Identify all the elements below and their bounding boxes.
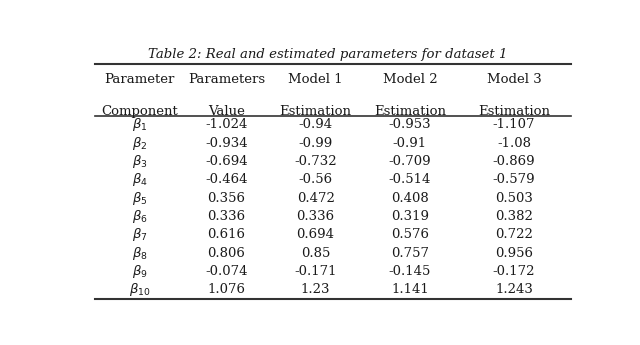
Text: $\beta_6$: $\beta_6$ [132, 208, 147, 225]
Text: -0.694: -0.694 [205, 155, 248, 168]
Text: -0.145: -0.145 [388, 265, 431, 278]
Text: $\beta_8$: $\beta_8$ [132, 245, 147, 262]
Text: -0.514: -0.514 [388, 174, 431, 186]
Text: 0.616: 0.616 [207, 228, 245, 242]
Text: $\beta_4$: $\beta_4$ [132, 171, 147, 188]
Text: $\beta_7$: $\beta_7$ [132, 226, 147, 244]
Text: 0.722: 0.722 [495, 228, 533, 242]
Text: -0.172: -0.172 [493, 265, 535, 278]
Text: $\beta_2$: $\beta_2$ [132, 135, 147, 152]
Text: -0.869: -0.869 [493, 155, 535, 168]
Text: -0.99: -0.99 [298, 137, 333, 150]
Text: Parameters: Parameters [188, 73, 265, 86]
Text: Component: Component [101, 105, 178, 118]
Text: -0.934: -0.934 [205, 137, 248, 150]
Text: 0.382: 0.382 [495, 210, 533, 223]
Text: 1.23: 1.23 [301, 283, 330, 296]
Text: $\beta_1$: $\beta_1$ [132, 117, 147, 134]
Text: 0.503: 0.503 [495, 192, 533, 205]
Text: -0.732: -0.732 [294, 155, 337, 168]
Text: -0.709: -0.709 [388, 155, 431, 168]
Text: $\beta_5$: $\beta_5$ [132, 190, 147, 207]
Text: 0.408: 0.408 [391, 192, 429, 205]
Text: -0.074: -0.074 [205, 265, 248, 278]
Text: 0.576: 0.576 [391, 228, 429, 242]
Text: 0.319: 0.319 [391, 210, 429, 223]
Text: 0.336: 0.336 [207, 210, 245, 223]
Text: -0.56: -0.56 [298, 174, 333, 186]
Text: 0.356: 0.356 [207, 192, 245, 205]
Text: -0.579: -0.579 [493, 174, 535, 186]
Text: -0.91: -0.91 [393, 137, 427, 150]
Text: Value: Value [208, 105, 244, 118]
Text: Model 2: Model 2 [383, 73, 437, 86]
Text: -0.464: -0.464 [205, 174, 248, 186]
Text: 0.806: 0.806 [207, 247, 245, 260]
Text: $\beta_{10}$: $\beta_{10}$ [129, 282, 150, 298]
Text: 0.694: 0.694 [296, 228, 335, 242]
Text: 0.85: 0.85 [301, 247, 330, 260]
Text: Estimation: Estimation [478, 105, 550, 118]
Text: Estimation: Estimation [280, 105, 351, 118]
Text: Model 3: Model 3 [486, 73, 541, 86]
Text: 0.757: 0.757 [391, 247, 429, 260]
Text: Estimation: Estimation [374, 105, 446, 118]
Text: -1.024: -1.024 [205, 118, 248, 131]
Text: -1.08: -1.08 [497, 137, 531, 150]
Text: -0.953: -0.953 [388, 118, 431, 131]
Text: Table 2: Real and estimated parameters for dataset 1: Table 2: Real and estimated parameters f… [148, 48, 508, 61]
Text: -0.94: -0.94 [298, 118, 333, 131]
Text: 1.243: 1.243 [495, 283, 533, 296]
Text: Model 1: Model 1 [288, 73, 343, 86]
Text: 1.141: 1.141 [391, 283, 429, 296]
Text: -1.107: -1.107 [493, 118, 535, 131]
Text: -0.171: -0.171 [294, 265, 337, 278]
Text: 1.076: 1.076 [207, 283, 245, 296]
Text: 0.956: 0.956 [495, 247, 533, 260]
Text: $\beta_3$: $\beta_3$ [132, 153, 147, 170]
Text: 0.472: 0.472 [297, 192, 335, 205]
Text: $\beta_9$: $\beta_9$ [132, 263, 147, 280]
Text: 0.336: 0.336 [296, 210, 335, 223]
Text: Parameter: Parameter [104, 73, 175, 86]
